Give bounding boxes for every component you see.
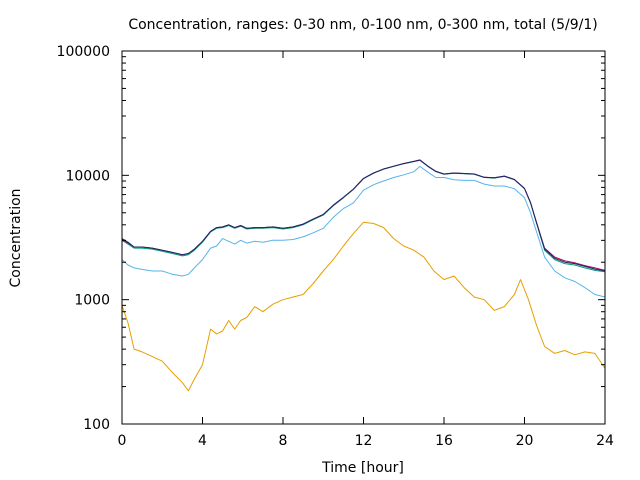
x-tick-label: 8 [279,433,288,449]
y-tick-label: 100000 [57,44,110,60]
ticks-layer [121,50,606,425]
series-line-3 [121,159,606,273]
x-tick-label: 16 [435,433,453,449]
y-tick-label: 100 [83,417,110,433]
x-axis-label: Time [hour] [321,460,404,476]
series-layer [121,159,606,392]
y-tick-label: 10000 [65,168,110,184]
x-tick-label: 24 [596,433,614,449]
x-tick-label: 12 [355,433,373,449]
plot-frame [121,50,606,425]
x-tick-label: 4 [198,433,207,449]
series-line-2 [121,165,606,298]
tick-labels-layer: 0 4 8 12 16 20 24 100 1000 10000 100000 [57,44,614,449]
chart-title: Concentration, ranges: 0-30 nm, 0-100 nm… [128,17,597,33]
y-axis-label: Concentration [8,188,24,287]
series-line-4 [121,159,606,271]
series-line-1 [121,221,606,392]
x-tick-label: 20 [516,433,534,449]
y-tick-label: 1000 [74,293,110,309]
series-line-5 [121,159,606,272]
x-tick-label: 0 [118,433,127,449]
